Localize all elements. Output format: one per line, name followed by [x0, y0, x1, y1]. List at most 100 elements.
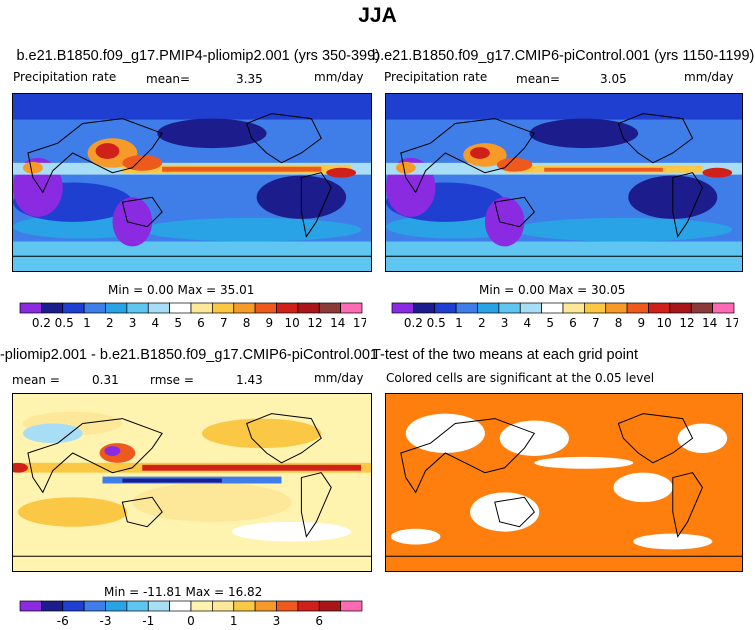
insignificant-area-8 [633, 533, 713, 550]
colorbar-swatch [212, 600, 235, 612]
colorbar-tick-label: 12 [307, 316, 322, 330]
colorbar-tick-label: 1 [83, 316, 91, 330]
land-outline-eurasia-africa [400, 118, 536, 194]
land-outline-south-america [300, 472, 332, 538]
monsoon-core [95, 143, 120, 159]
panel4-header: T-test of the two means at each grid poi… [372, 347, 638, 363]
colorbar-swatch [276, 302, 299, 314]
colorbar-swatch [297, 600, 320, 612]
panel1-header: b.e21.B1850.f09_g17.PMIP4-pliomip2.001 (… [8, 48, 380, 64]
colorbar-tick-label: 10 [657, 316, 672, 330]
colorbar-swatch [519, 302, 542, 314]
colorbar-tick-label: 0.2 [404, 316, 423, 330]
insignificant-area-7 [390, 528, 441, 545]
panel2-mean-value: 3.05 [600, 72, 627, 86]
land-outline-south-america [672, 472, 704, 538]
monsoon-core [470, 147, 490, 159]
panel3-map [12, 393, 372, 572]
panel3-header-text: b.e21.B1850.f09_g17.PMIP4-pliomip2.001 -… [0, 347, 378, 363]
colorbar-tick-label: -3 [100, 614, 112, 628]
panel1-minmax: Min = 0.00 Max = 35.01 [108, 283, 255, 297]
insignificant-area-4 [470, 492, 540, 532]
colorbar-tick-label: 5 [546, 316, 554, 330]
panel4-subtitle: Colored cells are significant at the 0.0… [386, 371, 655, 385]
west-africa-rain [395, 161, 416, 174]
warm-pool [122, 154, 163, 171]
colorbar-swatch [434, 302, 457, 314]
colorbar-swatch [340, 600, 363, 612]
colorbar-swatch [318, 302, 341, 314]
panel2-left-label: Precipitation rate [384, 70, 488, 84]
itcz-core [162, 166, 322, 172]
panel3-mean-label: mean = [12, 373, 60, 387]
colorbar-tick-label: 3 [273, 614, 281, 628]
colorbar-swatch [477, 302, 500, 314]
colorbar-swatch [340, 302, 363, 314]
monsoon-anomaly-core [104, 446, 121, 456]
colorbar-swatch [254, 600, 277, 612]
colorbar-tick-label: -1 [142, 614, 154, 628]
colorbar-swatch [105, 302, 128, 314]
colorbar-precip-2: 0.2 0.5 1 2 3 4 5 6 7 8 9 10 12 14 17 [391, 302, 738, 330]
panel2-units: mm/day [684, 70, 734, 84]
land-outline-eurasia-africa [400, 418, 536, 494]
colorbar-tick-label: 14 [702, 316, 717, 330]
colorbar-swatch [648, 302, 671, 314]
colorbar-swatch [455, 302, 478, 314]
land-outline-north-america [246, 113, 322, 164]
panel2-header: b.e21.B1850.f09_g17.CMIP6-piControl.001 … [372, 48, 755, 64]
colorbar-tick-label: 12 [679, 316, 694, 330]
panel3-map-svg [13, 394, 371, 571]
panel2-mean-label: mean= [516, 72, 561, 86]
panel1-units: mm/day [314, 70, 364, 84]
colorbar-swatch [318, 600, 341, 612]
colorbar-swatch [669, 302, 692, 314]
colorbar-tick-label: 0.5 [427, 316, 446, 330]
colorbar-swatch [83, 600, 106, 612]
dry-zone-north-pacific [157, 118, 267, 149]
land-outline-south-america [300, 172, 332, 238]
colorbar-swatch [83, 302, 106, 314]
positive-anomaly-spac [132, 482, 292, 522]
panel1-left-label: Precipitation rate [13, 70, 117, 84]
high-lat-band-north [13, 94, 371, 120]
colorbar-swatch [126, 302, 149, 314]
itcz-core [544, 167, 663, 172]
colorbar-tick-label: 4 [152, 316, 160, 330]
land-outline-north-america [617, 413, 694, 464]
west-edge-anomaly [13, 462, 28, 473]
colorbar-tick-label: 14 [330, 316, 345, 330]
colorbar-diff: -6 -3 -1 0 1 3 6 [19, 600, 363, 628]
colorbar-swatch [254, 302, 277, 314]
colorbar-swatch [712, 302, 735, 314]
colorbar-swatch [626, 302, 649, 314]
colorbar-tick-label: 5 [174, 316, 182, 330]
colorbar-swatch [19, 302, 42, 314]
colorbar-tick-label: 1 [455, 316, 463, 330]
west-africa-rain [22, 161, 43, 174]
panel4-map [385, 393, 743, 572]
colorbar-tick-label: 3 [501, 316, 509, 330]
insignificant-area-6 [677, 423, 728, 453]
insignificant-area-2 [499, 420, 569, 456]
colorbar-swatch [276, 600, 299, 612]
colorbar-swatch [562, 302, 585, 314]
panel1-mean-label: mean= [146, 72, 191, 86]
colorbar-swatch [169, 600, 192, 612]
colorbar-swatch [147, 302, 170, 314]
colorbar-tick-label: 0.2 [32, 316, 51, 330]
colorbar-swatch [233, 600, 256, 612]
land-outline-australia [494, 196, 535, 228]
colorbar-tick-label: 9 [638, 316, 646, 330]
insignificant-area-1 [405, 413, 485, 453]
colorbar-tick-label: 0.5 [55, 316, 74, 330]
land-outline-eurasia-africa [27, 418, 163, 494]
colorbar-tick-label: 9 [266, 316, 274, 330]
colorbar-tick-label: 2 [478, 316, 486, 330]
itcz-shift [142, 464, 362, 471]
panel4-map-svg [386, 394, 742, 571]
colorbar-tick-label: 6 [197, 316, 205, 330]
colorbar-swatch [413, 302, 436, 314]
panel3-mean-value: 0.31 [92, 373, 119, 387]
panel2-minmax: Min = 0.00 Max = 30.05 [479, 283, 626, 297]
